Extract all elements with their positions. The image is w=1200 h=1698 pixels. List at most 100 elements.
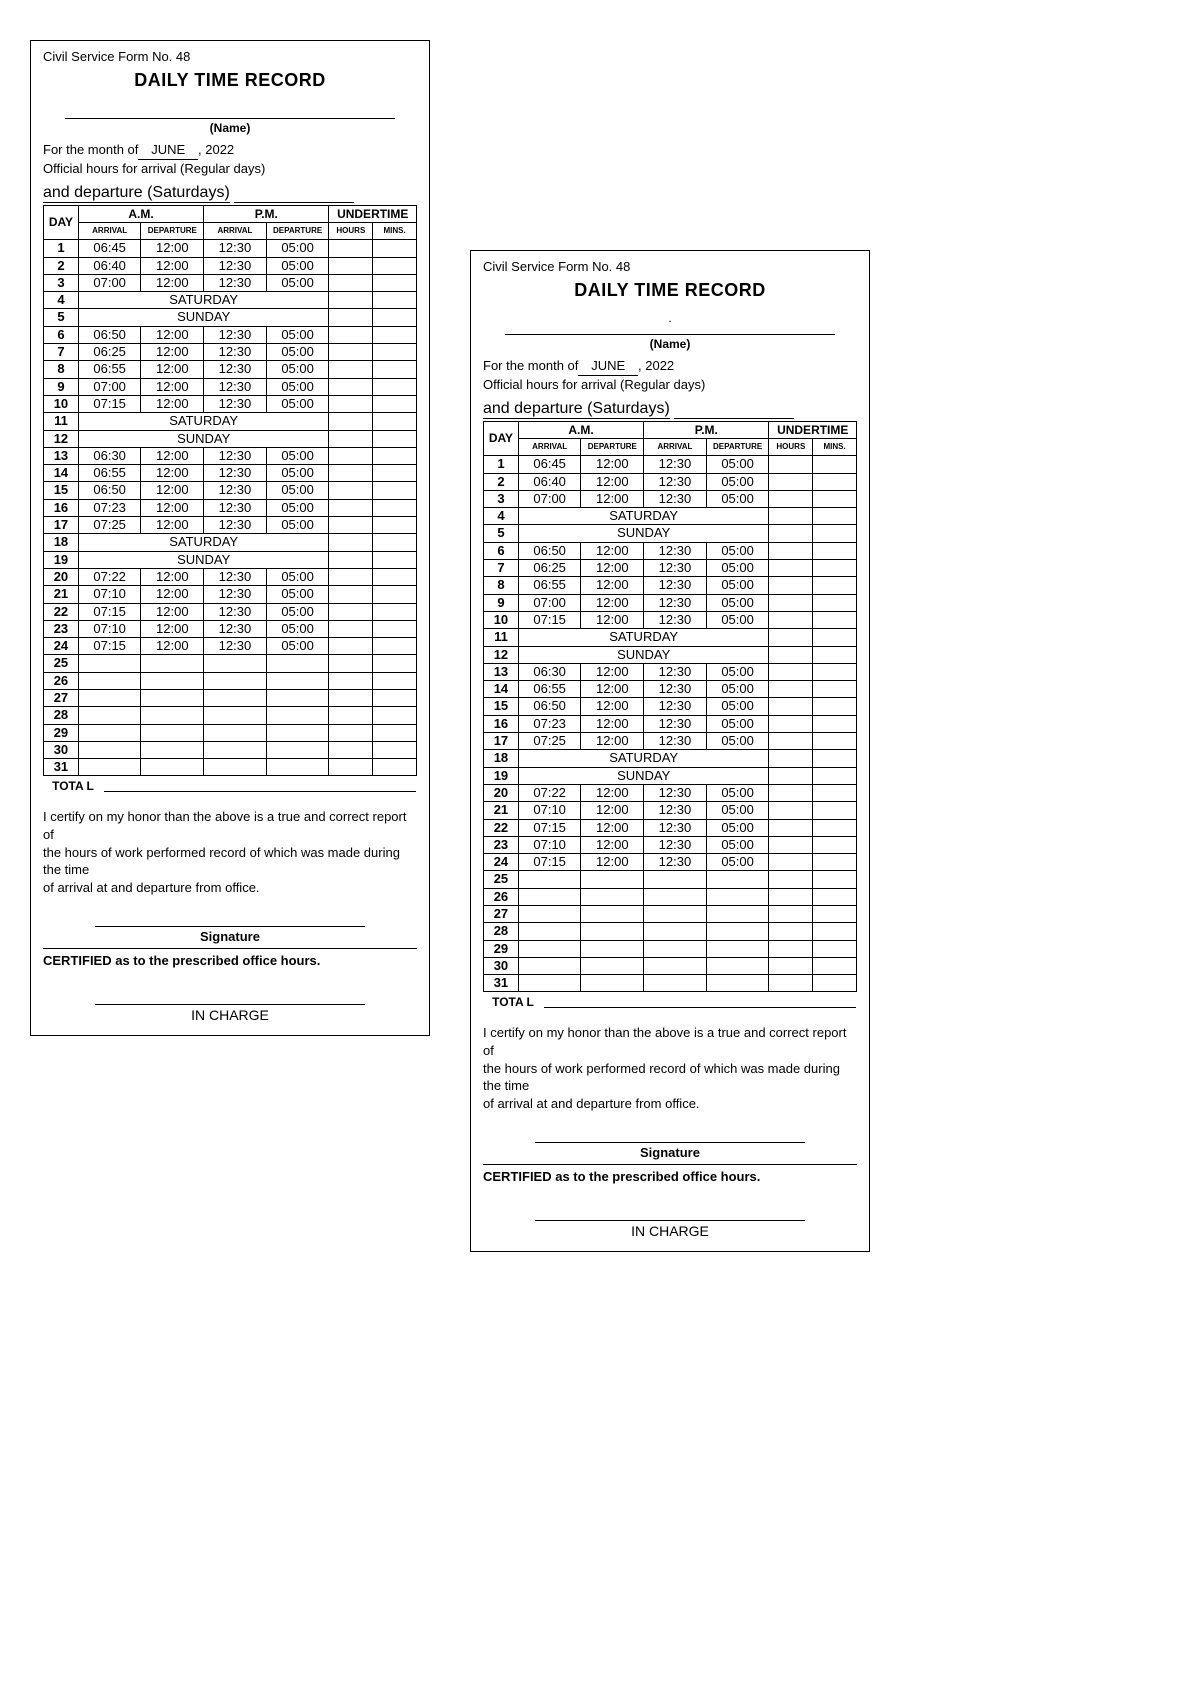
table-row: 29 (484, 940, 857, 957)
ut-hours-cell (769, 560, 813, 577)
am-departure-cell (581, 940, 644, 957)
ut-hours-cell (769, 733, 813, 750)
am-arrival-cell (78, 759, 141, 776)
pm-arrival-cell (644, 940, 707, 957)
am-departure-cell (141, 689, 204, 706)
ut-hours-cell (329, 672, 373, 689)
pm-arrival-cell: 12:30 (644, 733, 707, 750)
ut-hours-cell (769, 508, 813, 525)
ut-hours-cell (769, 629, 813, 646)
am-arrival-cell (78, 741, 141, 758)
pm-arrival-cell (644, 888, 707, 905)
am-departure-cell: 12:00 (581, 681, 644, 698)
table-row: 206:4012:0012:3005:00 (44, 257, 417, 274)
pm-departure-cell: 05:00 (706, 802, 769, 819)
total-line (544, 994, 856, 1008)
am-arrival-cell: 06:25 (518, 560, 581, 577)
am-departure-cell: 12:00 (581, 577, 644, 594)
ut-mins-cell (373, 292, 417, 309)
ut-hours-cell (329, 759, 373, 776)
table-row: 29 (44, 724, 417, 741)
pm-arrival-cell: 12:30 (204, 447, 267, 464)
am-departure-cell: 12:00 (581, 456, 644, 473)
am-arrival-cell: 07:00 (78, 378, 141, 395)
ut-mins-cell (373, 741, 417, 758)
am-departure-cell: 12:00 (581, 854, 644, 871)
ut-hours-cell (329, 741, 373, 758)
ut-mins-cell (373, 413, 417, 430)
col-ut-mins: MINS. (813, 439, 857, 456)
pm-departure-cell (706, 975, 769, 992)
pm-arrival-cell (644, 923, 707, 940)
pm-arrival-cell: 12:30 (204, 395, 267, 412)
table-row: 1607:2312:0012:3005:00 (484, 715, 857, 732)
ut-mins-cell (813, 957, 857, 974)
ut-hours-cell (329, 482, 373, 499)
ut-hours-cell (329, 326, 373, 343)
pm-departure-cell: 05:00 (706, 577, 769, 594)
am-departure-cell: 12:00 (581, 715, 644, 732)
signature-block: Signature (43, 926, 417, 944)
ut-hours-cell (769, 975, 813, 992)
table-row: 1306:3012:0012:3005:00 (44, 447, 417, 464)
pm-arrival-cell: 12:30 (644, 611, 707, 628)
col-day: DAY (44, 206, 79, 240)
ut-mins-cell (813, 905, 857, 922)
am-departure-cell: 12:00 (581, 733, 644, 750)
ut-mins-cell (813, 975, 857, 992)
ut-mins-cell (373, 274, 417, 291)
table-row: 1406:5512:0012:3005:00 (484, 681, 857, 698)
am-departure-cell (581, 871, 644, 888)
ut-hours-cell (329, 586, 373, 603)
am-departure-cell (581, 957, 644, 974)
col-ut-hours: HOURS (329, 223, 373, 240)
col-undertime: UNDERTIME (769, 422, 857, 439)
day-cell: 25 (484, 871, 519, 888)
pm-arrival-cell: 12:30 (644, 854, 707, 871)
table-row: 5SUNDAY (484, 525, 857, 542)
am-departure-cell: 12:00 (141, 638, 204, 655)
ut-hours-cell (329, 344, 373, 361)
ut-hours-cell (769, 490, 813, 507)
ut-hours-cell (769, 923, 813, 940)
ut-mins-cell (373, 534, 417, 551)
ut-hours-cell (329, 240, 373, 257)
day-cell: 6 (484, 542, 519, 559)
am-departure-cell: 12:00 (141, 344, 204, 361)
am-departure-cell: 12:00 (141, 240, 204, 257)
ut-hours-cell (329, 378, 373, 395)
ut-mins-cell (373, 759, 417, 776)
ut-mins-cell (813, 646, 857, 663)
col-pm: P.M. (644, 422, 769, 439)
weekend-cell: SUNDAY (518, 646, 769, 663)
pm-departure-cell: 05:00 (706, 542, 769, 559)
table-row: 18SATURDAY (484, 750, 857, 767)
am-departure-cell: 12:00 (141, 447, 204, 464)
table-row: 30 (44, 741, 417, 758)
ut-hours-cell (769, 836, 813, 853)
table-row: 25 (44, 655, 417, 672)
pm-departure-cell: 05:00 (266, 274, 329, 291)
am-arrival-cell (518, 905, 581, 922)
table-row: 28 (44, 707, 417, 724)
ut-hours-cell (329, 534, 373, 551)
pm-departure-cell (266, 759, 329, 776)
day-cell: 13 (44, 447, 79, 464)
signature-line (95, 926, 364, 927)
ut-hours-cell (769, 715, 813, 732)
pm-departure-cell: 05:00 (266, 465, 329, 482)
pm-departure-cell: 05:00 (266, 326, 329, 343)
weekend-cell: SUNDAY (78, 430, 329, 447)
col-am: A.M. (78, 206, 203, 223)
certified-hours: CERTIFIED as to the prescribed office ho… (43, 948, 417, 968)
am-departure-cell (581, 905, 644, 922)
am-departure-cell: 12:00 (141, 586, 204, 603)
month-line: For the month of JUNE , 2022 (483, 357, 857, 376)
weekend-cell: SATURDAY (518, 750, 769, 767)
am-departure-cell: 12:00 (581, 802, 644, 819)
am-arrival-cell (518, 940, 581, 957)
day-cell: 19 (484, 767, 519, 784)
day-cell: 26 (44, 672, 79, 689)
day-cell: 27 (484, 905, 519, 922)
ut-hours-cell (329, 361, 373, 378)
